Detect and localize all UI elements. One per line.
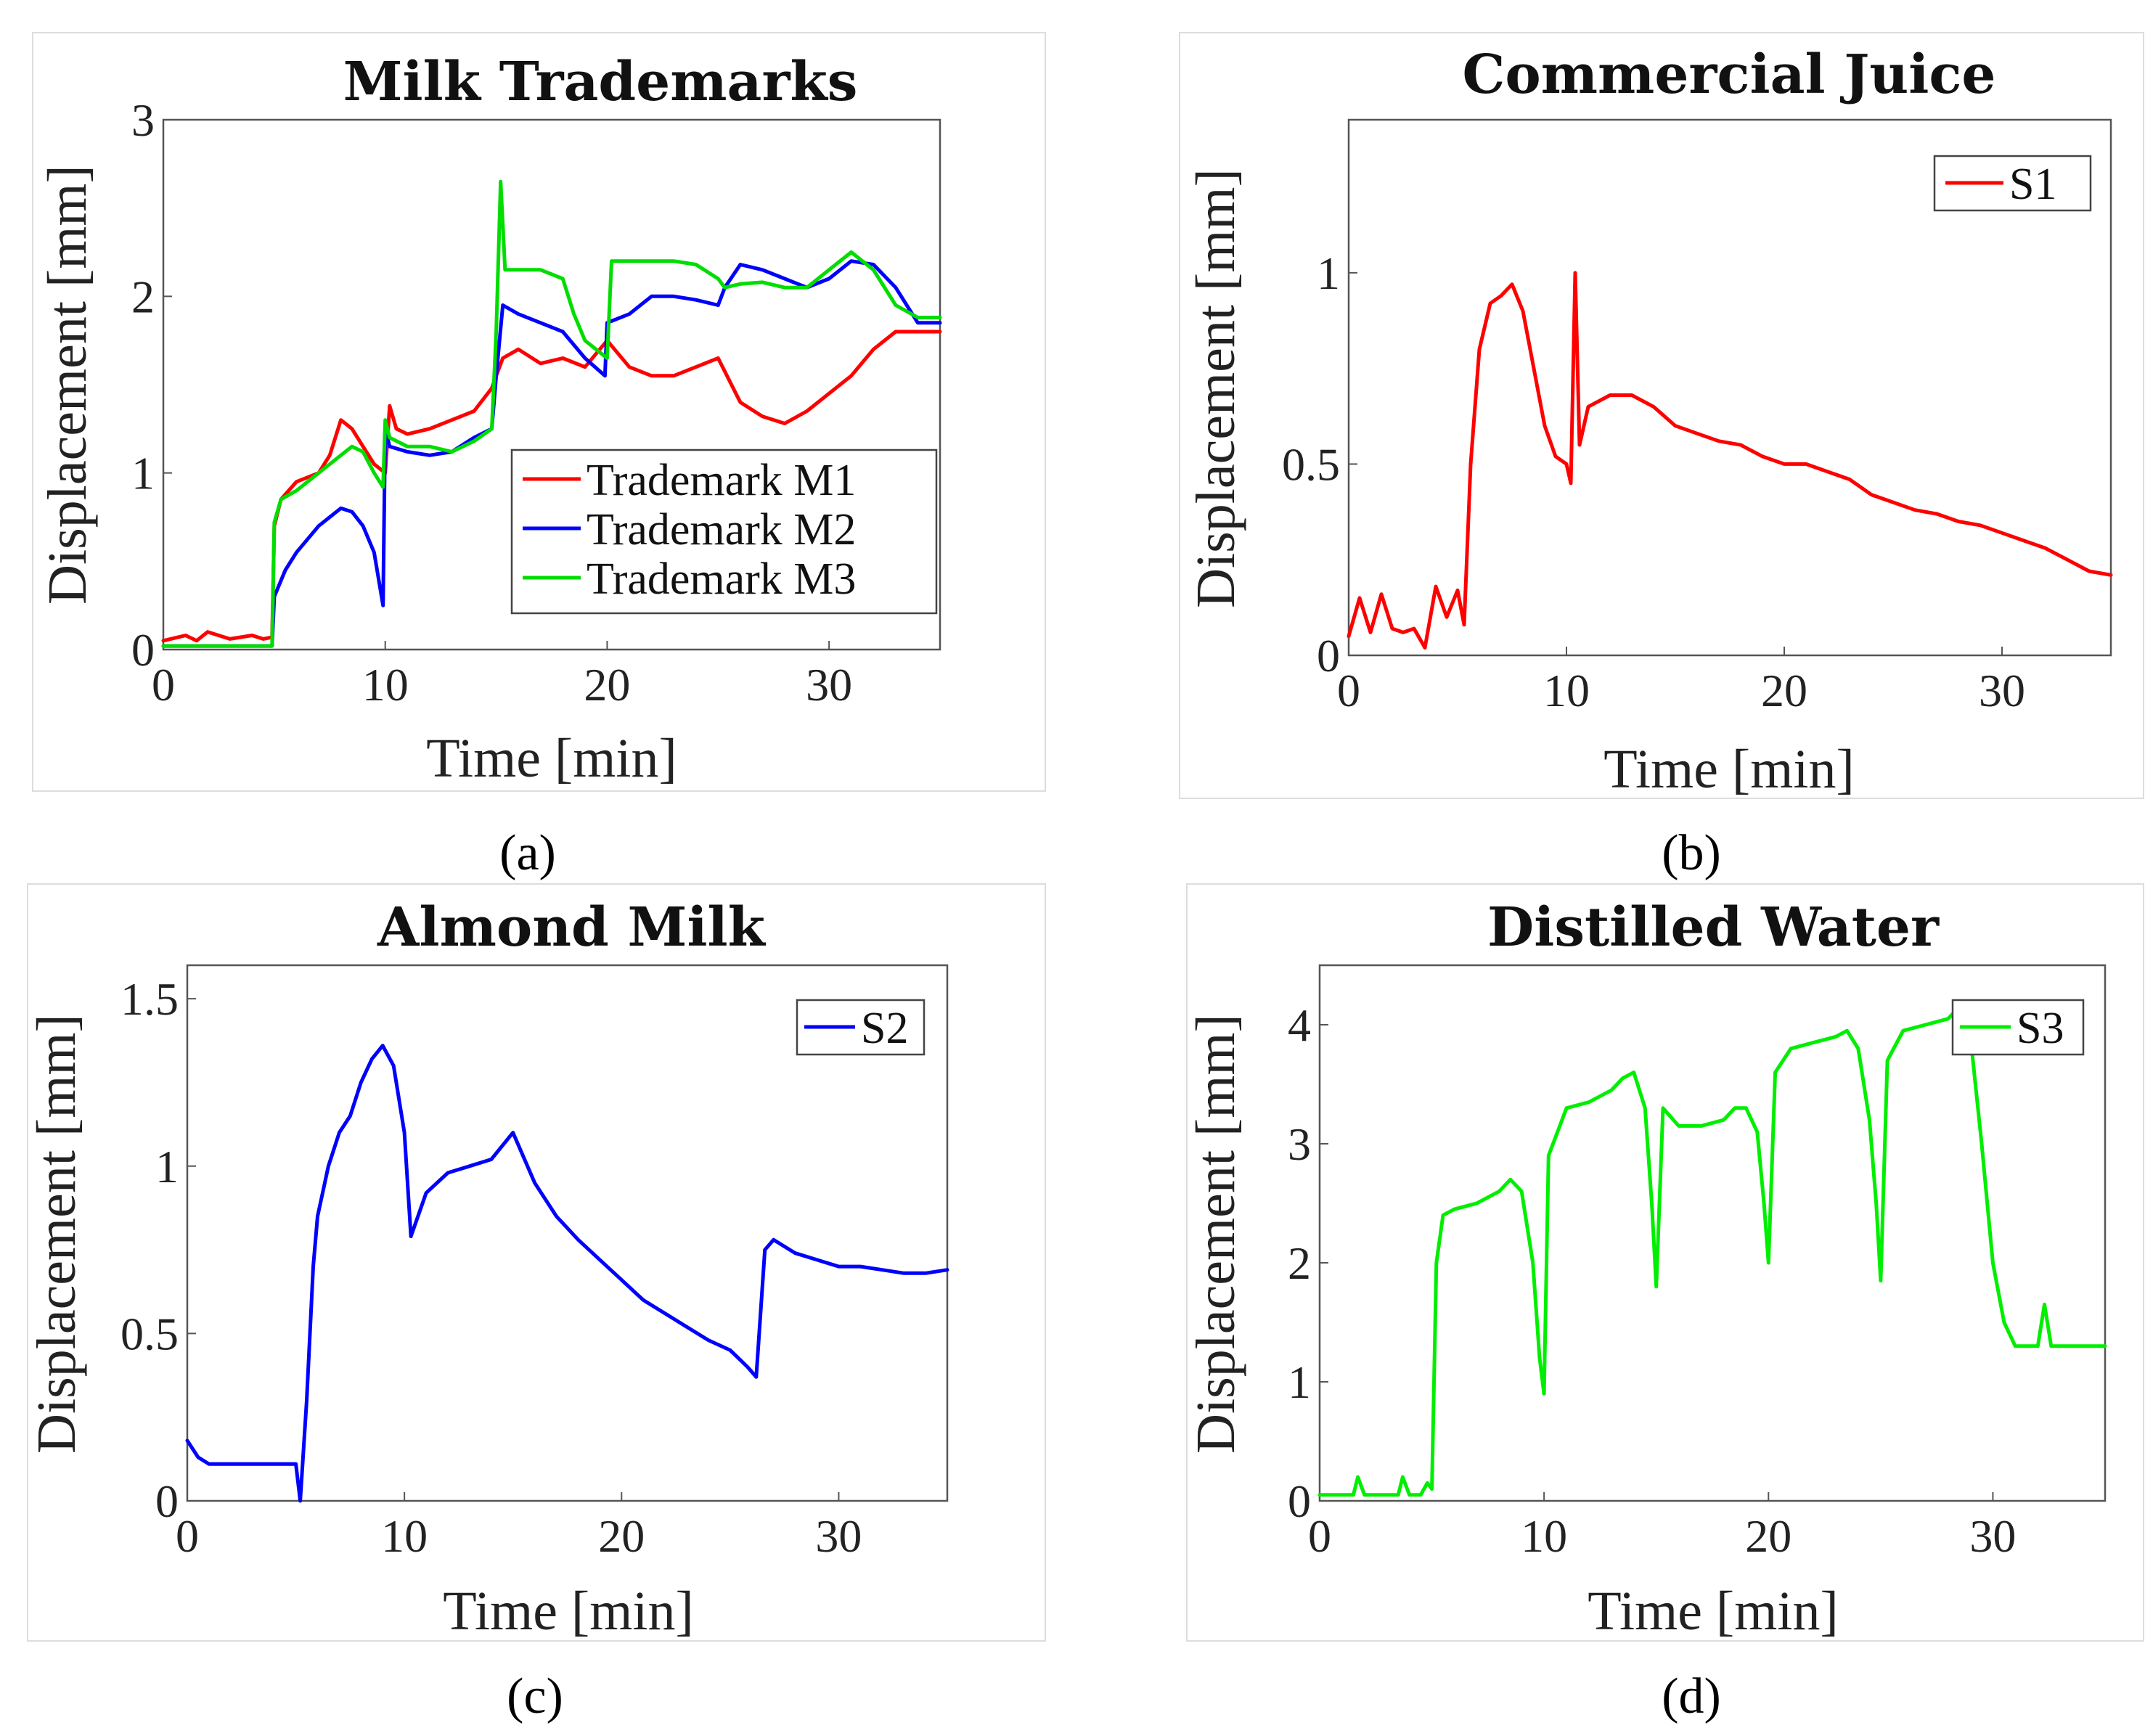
legend-label-m1: Trademark M1 xyxy=(587,456,856,505)
panel-c-series-s2 xyxy=(185,1044,949,1503)
panel-a: Milk Trademarks 0 10 20 30 0 1 2 3 Time [min] D… xyxy=(32,32,1046,881)
panel-b-y-tick-label: 0 xyxy=(1317,630,1340,681)
panel-a-y-tick-label: 0 xyxy=(131,624,155,676)
panel-b-y-tick-label: 1 xyxy=(1317,247,1340,299)
panel-b: Commercial Juice 0 10 20 30 0 0.5 1 Time [min]… xyxy=(1179,32,2144,881)
panel-a-x-tick-label: 0 xyxy=(152,659,175,711)
panel-b-x-tick-label: 0 xyxy=(1337,665,1360,716)
panel-c-plot-area xyxy=(186,964,949,1502)
panel-d-x-tick-label: 0 xyxy=(1308,1510,1331,1562)
panel-a-x-tick-label: 30 xyxy=(806,659,852,711)
panel-c-y-tick-label: 0.5 xyxy=(120,1308,179,1359)
panel-d-y-tick-label: 2 xyxy=(1288,1237,1311,1289)
panel-d-y-tick-label: 4 xyxy=(1288,999,1311,1051)
panel-c-y-tick-label: 1.5 xyxy=(120,973,179,1025)
legend-label-m2: Trademark M2 xyxy=(587,505,856,554)
panel-a-y-tick-label: 3 xyxy=(131,94,155,146)
panel-a-legend: Trademark M1 Trademark M2 Trademark M3 xyxy=(510,449,938,615)
panel-c-x-tick-label: 10 xyxy=(381,1510,428,1562)
panel-a-plot-area xyxy=(162,118,941,651)
panel-a-label: (a) xyxy=(499,825,556,881)
panel-c-x-tick-label: 0 xyxy=(176,1510,199,1562)
panel-c-label: (c) xyxy=(507,1669,563,1724)
panel-a-series-trademark-m3 xyxy=(161,179,942,648)
panel-a-x-axis-label: Time [min] xyxy=(426,728,677,789)
panel-c-x-axis-label: Time [min] xyxy=(443,1581,694,1642)
panel-d-x-axis-label: Time [min] xyxy=(1588,1581,1839,1642)
panel-a-legend-box xyxy=(510,449,938,615)
panel-d-y-tick-label: 3 xyxy=(1288,1118,1311,1170)
panel-b-y-tick-label: 0.5 xyxy=(1282,438,1340,490)
panel-c-y-axis-label: Displacement [mm] xyxy=(26,1014,87,1454)
panel-d-x-tick-label: 20 xyxy=(1745,1510,1791,1562)
panel-b-title: Commercial Juice xyxy=(1463,44,1996,106)
panel-a-card xyxy=(32,32,1046,792)
panel-d-title: Distilled Water xyxy=(1487,896,1940,959)
legend-label-s1: S1 xyxy=(2009,160,2056,209)
panel-d-y-axis-label: Displacement [mm] xyxy=(1185,1014,1246,1454)
panel-b-plot-area xyxy=(1347,118,2112,657)
panel-b-x-tick-label: 30 xyxy=(1979,665,2025,716)
legend-label-m3: Trademark M3 xyxy=(587,554,856,604)
panel-a-y-axis-label: Displacement [mm] xyxy=(37,165,98,605)
panel-a-y-tick-label: 2 xyxy=(131,271,155,322)
panel-c: Almond Milk 0 10 20 30 0 0.5 1 1.5 Time [min] D… xyxy=(26,883,1046,1724)
legend-label-s3: S3 xyxy=(2017,1004,2064,1053)
panel-d-x-tick-label: 30 xyxy=(1969,1510,2016,1562)
panel-c-x-tick-label: 20 xyxy=(598,1510,645,1562)
panel-d-legend: S3 xyxy=(1951,999,2085,1056)
panel-a-x-tick-label: 10 xyxy=(362,659,409,711)
panel-b-series-s1 xyxy=(1347,271,2113,650)
panel-b-x-tick-label: 20 xyxy=(1761,665,1807,716)
panel-a-series-trademark-m2 xyxy=(161,259,942,648)
panel-a-y-tick-label: 1 xyxy=(131,448,155,499)
panel-b-legend: S1 xyxy=(1933,155,2092,212)
panel-a-title: Milk Trademarks xyxy=(343,51,858,113)
panel-d-x-tick-label: 10 xyxy=(1521,1510,1567,1562)
panel-d-y-tick-label: 1 xyxy=(1288,1356,1311,1408)
panel-a-x-tick-label: 20 xyxy=(584,659,630,711)
panel-b-y-axis-label: Displacement [mm] xyxy=(1185,168,1246,608)
panel-c-x-tick-label: 30 xyxy=(815,1510,862,1562)
legend-label-s2: S2 xyxy=(861,1004,908,1053)
panel-d-label: (d) xyxy=(1662,1669,1721,1724)
panel-b-x-tick-label: 10 xyxy=(1543,665,1590,716)
panel-c-y-tick-label: 0 xyxy=(155,1475,179,1527)
panel-b-label: (b) xyxy=(1662,825,1721,881)
panel-d-plot-area xyxy=(1318,964,2107,1502)
panel-c-y-tick-label: 1 xyxy=(155,1141,179,1192)
panel-c-legend: S2 xyxy=(796,999,926,1056)
panel-c-title: Almond Milk xyxy=(377,896,767,959)
panel-b-x-axis-label: Time [min] xyxy=(1603,739,1855,800)
panel-d-y-tick-label: 0 xyxy=(1288,1475,1311,1527)
